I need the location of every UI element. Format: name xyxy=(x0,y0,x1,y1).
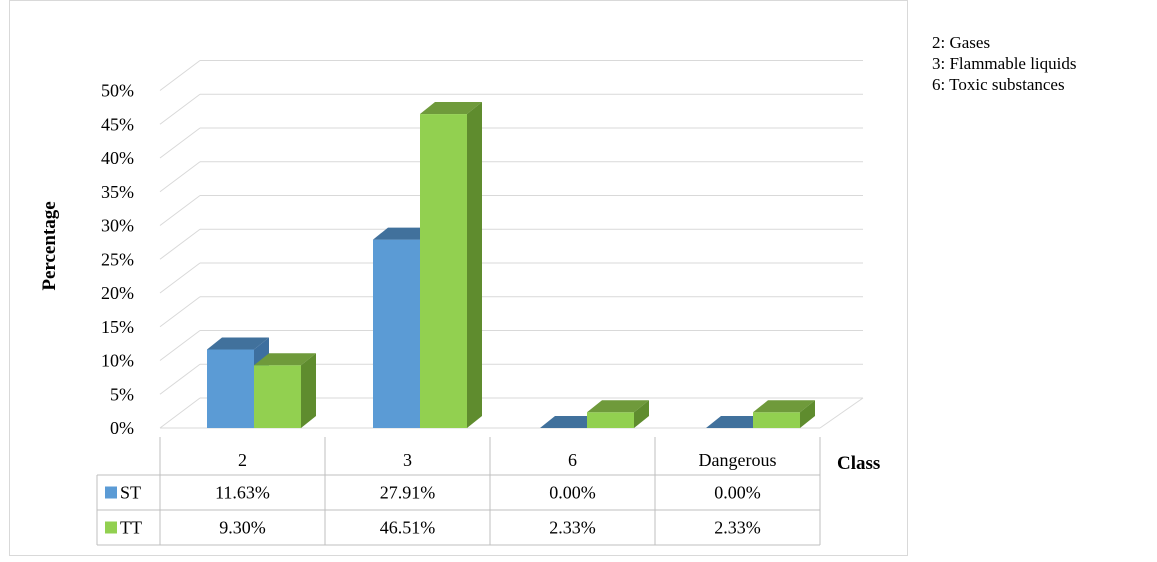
data-label: 0.00% xyxy=(714,483,761,503)
bar-tt-6 xyxy=(587,400,649,428)
bar-front xyxy=(420,114,467,429)
legend-swatch-tt xyxy=(105,521,117,534)
data-label: 2.33% xyxy=(714,518,761,538)
legend-label-tt: TT xyxy=(120,518,142,538)
bars xyxy=(207,102,815,429)
y-tick-label: 10% xyxy=(101,351,134,371)
data-label: 0.00% xyxy=(549,483,596,503)
gridline-diagonal xyxy=(159,127,201,159)
bar-st-6 xyxy=(540,416,602,428)
y-tick-label: 30% xyxy=(101,216,134,236)
bar-top xyxy=(706,416,768,428)
gridline-diagonal xyxy=(159,330,201,361)
bar-tt-2 xyxy=(254,353,316,428)
legend-label-st: ST xyxy=(120,483,141,503)
bar-front xyxy=(753,412,800,428)
class-notes: 2: Gases 3: Flammable liquids 6: Toxic s… xyxy=(932,32,1077,95)
data-label: 27.91% xyxy=(380,483,436,503)
gridline-diagonal xyxy=(159,93,201,125)
legend-swatch-st xyxy=(105,486,117,499)
gridline-diagonal xyxy=(159,195,201,226)
data-label: 9.30% xyxy=(219,518,266,538)
x-tick-label: Dangerous xyxy=(699,450,777,470)
data-label: 11.63% xyxy=(215,483,270,503)
bar-side xyxy=(800,400,815,428)
note-flammable-liquids: 3: Flammable liquids xyxy=(932,54,1077,73)
data-label: 2.33% xyxy=(549,518,596,538)
bar-front xyxy=(587,412,634,428)
bar-top xyxy=(207,337,269,350)
bar-front xyxy=(254,365,301,428)
y-tick-label: 15% xyxy=(101,317,134,337)
y-tick-label: 20% xyxy=(101,283,134,303)
note-toxic-substances: 6: Toxic substances xyxy=(932,75,1065,94)
bar-tt-3 xyxy=(420,102,482,429)
data-table: 2 3 6 Dangerous ST 11.63% 27.91% 0.00% 0.00% TT 9.… xyxy=(96,437,821,546)
bar-front xyxy=(207,349,254,428)
bar-top xyxy=(540,416,602,428)
y-tick-label: 0% xyxy=(110,418,134,438)
bar-top xyxy=(753,400,815,413)
bar-side xyxy=(634,400,649,428)
x-tick-label: 3 xyxy=(403,450,412,470)
note-gases: 2: Gases xyxy=(932,33,991,52)
gridline-diagonal xyxy=(159,363,201,395)
gridline-diagonal xyxy=(159,60,201,91)
y-tick-label: 50% xyxy=(101,81,134,101)
bar-top xyxy=(420,102,482,115)
y-axis-label: Percentage xyxy=(39,201,60,290)
y-tick-label: 40% xyxy=(101,148,134,168)
gridline-diagonal xyxy=(159,228,201,260)
bar-side xyxy=(467,102,482,429)
gridline-diagonal xyxy=(159,296,201,328)
y-tick-label: 5% xyxy=(110,384,134,404)
bar-top xyxy=(373,227,435,240)
x-tick-label: 2 xyxy=(238,450,247,470)
bar-st-dangerous xyxy=(706,416,768,428)
floor-side-edge xyxy=(819,397,864,429)
bar-front xyxy=(373,239,420,428)
bar-top xyxy=(254,353,316,366)
gridline-diagonal xyxy=(159,161,201,193)
bar-tt-dangerous xyxy=(753,400,815,428)
data-label: 46.51% xyxy=(380,518,436,538)
y-tick-label: 45% xyxy=(101,114,134,134)
x-axis-label: Class xyxy=(837,453,880,474)
bar-top xyxy=(587,400,649,413)
x-tick-label: 6 xyxy=(568,450,577,470)
gridline-diagonal xyxy=(159,397,201,429)
y-axis-ticks: 0% 5% 10% 15% 20% 25% 30% 35% 40% 45% 50% xyxy=(101,81,134,439)
bar-side xyxy=(301,353,316,428)
gridline-diagonal xyxy=(159,262,201,294)
chart-frame xyxy=(9,0,908,556)
y-tick-label: 25% xyxy=(101,249,134,269)
y-tick-label: 35% xyxy=(101,182,134,202)
